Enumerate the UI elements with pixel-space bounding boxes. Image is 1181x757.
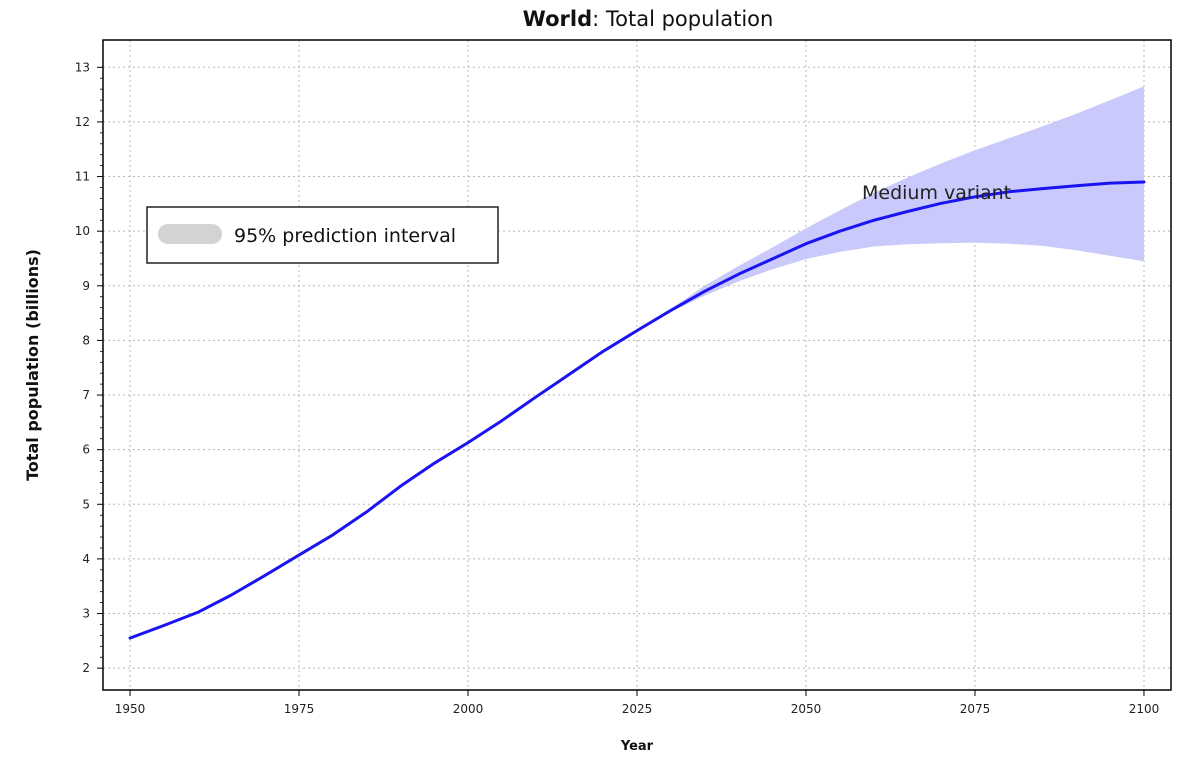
medium-variant-line: [128, 180, 1146, 640]
x-tick-label: 1950: [115, 702, 146, 716]
y-tick-label: 5: [82, 497, 90, 511]
y-tick-label: 12: [75, 115, 90, 129]
y-tick-label: 2: [82, 661, 90, 675]
prediction-interval-band: [637, 86, 1144, 331]
y-tick-label: 6: [82, 443, 90, 457]
y-tick-label: 13: [75, 60, 90, 74]
y-tick-label: 4: [82, 552, 90, 566]
x-tick-label: 2075: [960, 702, 991, 716]
grid-lines: [103, 40, 1171, 690]
y-tick-label: 9: [82, 279, 90, 293]
legend-label: 95% prediction interval: [234, 225, 456, 247]
series-line-layer: [128, 180, 1146, 640]
y-axis-title: Total population (billions): [23, 249, 42, 481]
legend: 95% prediction interval: [146, 206, 499, 264]
x-tick-label: 2050: [791, 702, 822, 716]
x-axis-title: Year: [620, 739, 654, 754]
y-tick-label: 11: [75, 170, 90, 184]
x-tick-label: 1975: [284, 702, 315, 716]
y-tick-label: 7: [82, 388, 90, 402]
medium-variant-annotation: Medium variant: [862, 182, 1011, 204]
y-tick-label: 8: [82, 333, 90, 347]
chart-title-rest: : Total population: [592, 7, 773, 31]
chart-title: World: Total population: [523, 7, 774, 31]
prediction-band-layer: [637, 86, 1144, 331]
y-tick-label: 10: [75, 224, 90, 238]
legend-swatch: [158, 224, 222, 244]
x-tick-label: 2100: [1129, 702, 1160, 716]
y-tick-label: 3: [82, 607, 90, 621]
x-tick-label: 2025: [622, 702, 653, 716]
chart-title-bold: World: [523, 7, 592, 31]
x-tick-label: 2000: [453, 702, 484, 716]
axis-ticks: 1950 1975 2000 2025 2050 2075 2100 2 3 4 5 6 7 8 9 10 11…: [75, 60, 1160, 716]
